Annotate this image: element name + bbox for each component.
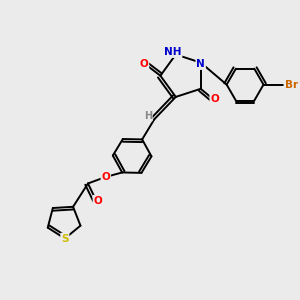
Text: Br: Br [285,80,298,90]
Text: S: S [61,233,69,244]
Text: NH: NH [164,47,182,57]
Text: O: O [101,172,110,182]
Text: O: O [140,59,148,69]
Text: O: O [93,196,102,206]
Text: O: O [210,94,219,104]
Text: N: N [196,59,205,69]
Text: H: H [144,111,152,121]
